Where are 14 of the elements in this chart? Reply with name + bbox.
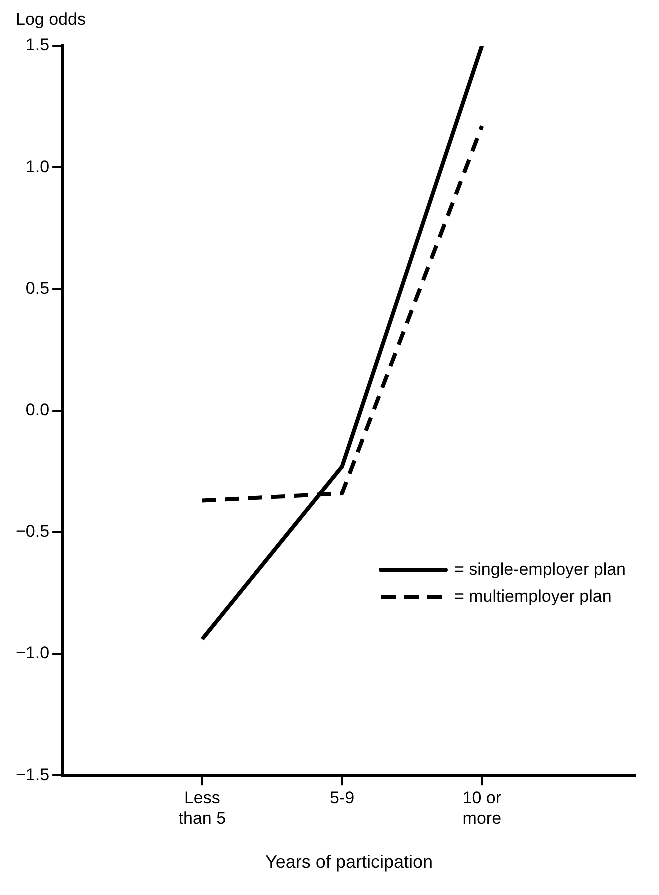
legend-label: = multiemployer plan (454, 586, 612, 606)
y-axis-title: Log odds (16, 10, 86, 30)
x-tick-label: 5-9 (330, 788, 355, 808)
y-tick-label: −1.0 (16, 644, 50, 663)
y-tick-label: 0.5 (26, 278, 50, 298)
x-axis-title: Years of participation (266, 852, 434, 872)
x-tick-label: Less than 5 (178, 788, 226, 828)
legend-label: = single-employer plan (454, 560, 626, 579)
y-tick-label: 1.5 (26, 36, 50, 55)
x-tick-label: 10 or more (462, 788, 502, 828)
y-tick-label: −1.5 (16, 765, 50, 784)
y-tick-label: 1.0 (26, 157, 50, 176)
y-tick-label: −0.5 (16, 522, 50, 542)
y-tick-label: 0.0 (26, 400, 50, 420)
